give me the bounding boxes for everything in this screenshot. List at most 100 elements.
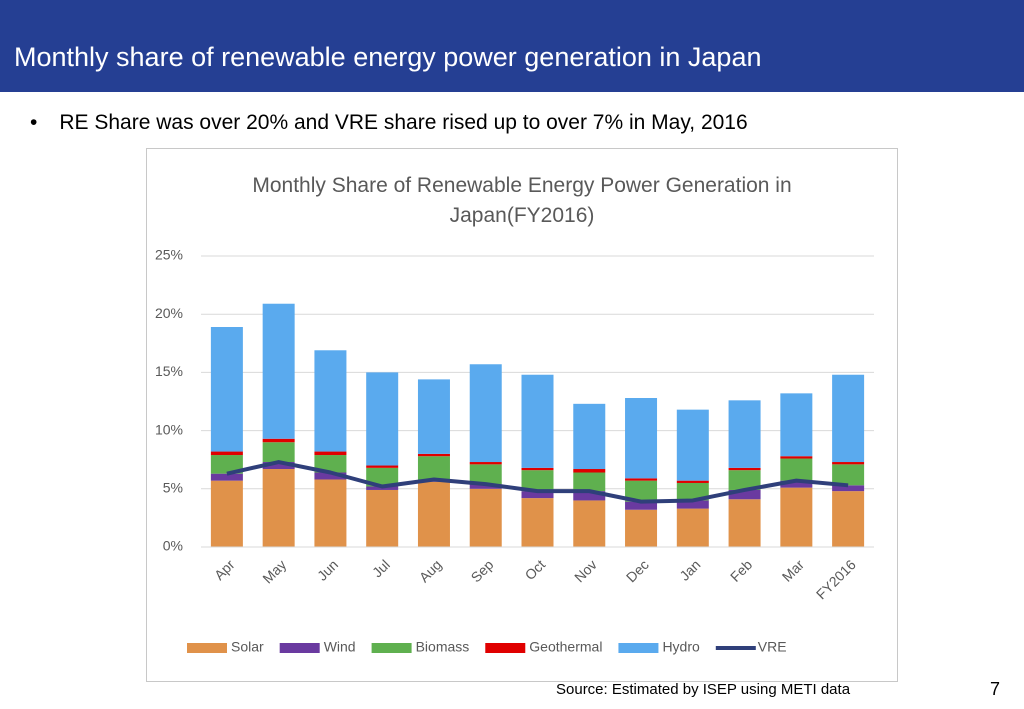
x-tick-label: Feb	[727, 556, 756, 585]
legend-label: VRE	[758, 639, 787, 655]
bar-segment	[469, 488, 502, 547]
legend-label: Wind	[324, 639, 356, 655]
bar-segment	[262, 438, 295, 443]
bar-segment	[366, 467, 399, 487]
bar-segment	[521, 467, 554, 471]
bar-segment	[625, 480, 658, 502]
bar-segment	[314, 472, 347, 480]
x-tick-label: Mar	[779, 556, 808, 585]
bar-segment	[262, 469, 295, 547]
bar-segment	[314, 350, 347, 452]
bar-segment	[521, 374, 554, 468]
bar-segment	[366, 465, 399, 468]
bar-segment	[780, 456, 813, 459]
bar-segment	[832, 462, 865, 465]
bar-segment	[521, 470, 554, 492]
bar-segment	[676, 508, 709, 547]
legend-label: Hydro	[662, 639, 700, 655]
bar-segment	[262, 462, 295, 470]
bar-segment	[728, 499, 761, 547]
bar-segment	[366, 489, 399, 547]
bar-segment	[417, 481, 450, 547]
bar-segment	[314, 479, 347, 547]
x-tick-label: Jun	[314, 556, 341, 583]
source-note: Source: Estimated by ISEP using METI dat…	[556, 681, 851, 698]
x-tick-label: May	[259, 556, 289, 586]
x-tick-label: Aug	[416, 556, 445, 585]
header-bar: Monthly share of renewable energy power …	[0, 0, 1024, 92]
bar-segment	[210, 480, 243, 547]
bar-segment	[832, 374, 865, 463]
bar-segment	[676, 500, 709, 509]
bar-segment	[573, 403, 606, 470]
bar-segment	[676, 482, 709, 501]
legend-swatch	[485, 643, 526, 653]
bar-segment	[210, 327, 243, 452]
x-tick-label: Jul	[369, 556, 393, 580]
bar-segment	[417, 453, 450, 457]
bar-segment	[780, 458, 813, 481]
bar-segment	[469, 484, 502, 489]
bar-segment	[676, 409, 709, 481]
bar-segment	[210, 455, 243, 474]
bullet: • RE Share was over 20% and VRE share ris…	[30, 111, 748, 135]
y-tick-label: 5%	[163, 480, 183, 496]
bar-segment	[469, 464, 502, 485]
bar-segment	[573, 491, 606, 501]
bullet-marker: •	[30, 111, 38, 134]
slide-title: Monthly share of renewable energy power …	[14, 42, 762, 72]
bar-segment	[676, 480, 709, 483]
legend-label: Biomass	[416, 639, 470, 655]
bar-segment	[728, 489, 761, 500]
bar-segment	[521, 491, 554, 499]
chart-svg: 0% 5% 10% 15% 20% 25% Apr May Jun Jul Aug Sep Oct Nov…	[155, 247, 874, 655]
legend-label: Solar	[231, 639, 264, 655]
y-tick-label: 0%	[163, 538, 183, 554]
bar-segment	[780, 487, 813, 547]
bar-segment	[573, 500, 606, 547]
x-tick-label: Oct	[522, 556, 549, 583]
bar-segment	[417, 456, 450, 480]
bar-segment	[573, 469, 606, 473]
bar-segment	[728, 467, 761, 471]
bar-segment	[314, 451, 347, 456]
y-tick-label: 15%	[155, 363, 183, 379]
bar-segment	[625, 501, 658, 510]
bar-segment	[728, 470, 761, 490]
bar-segment	[469, 364, 502, 463]
bar-segment	[262, 303, 295, 439]
bar-segment	[832, 464, 865, 486]
x-tick-label: Jan	[676, 556, 703, 583]
bar-segment	[262, 442, 295, 463]
bar-segment	[832, 485, 865, 492]
x-tick-label: Sep	[468, 556, 497, 585]
legend-swatch	[187, 643, 227, 653]
bar-segment	[366, 372, 399, 466]
page-number: 7	[990, 679, 1001, 699]
bar-segment	[314, 455, 347, 473]
bar-segment	[573, 472, 606, 492]
x-tick-label: Nov	[571, 556, 600, 585]
x-tick-label: FY2016	[813, 556, 859, 602]
x-tick-label: Apr	[211, 556, 238, 583]
legend-label: Geothermal	[529, 639, 602, 655]
bar-segment	[210, 451, 243, 456]
bullet-text: RE Share was over 20% and VRE share rise…	[59, 111, 748, 134]
legend-swatch	[618, 643, 659, 653]
bar-segment	[469, 462, 502, 465]
bar-segment	[832, 491, 865, 547]
y-tick-label: 20%	[155, 305, 183, 321]
bar-segment	[625, 478, 658, 481]
chart-title: Monthly Share of Renewable Energy Power …	[252, 174, 792, 227]
bar-segment	[780, 393, 813, 457]
bar-segment	[210, 473, 243, 481]
legend-swatch	[279, 643, 320, 653]
bar-segment	[521, 498, 554, 547]
legend-swatch	[371, 643, 412, 653]
y-tick-label: 10%	[155, 421, 183, 437]
x-tick-label: Dec	[623, 556, 652, 585]
bar-segment	[780, 480, 813, 488]
bar-segment	[417, 379, 450, 454]
bar-segment	[625, 509, 658, 547]
